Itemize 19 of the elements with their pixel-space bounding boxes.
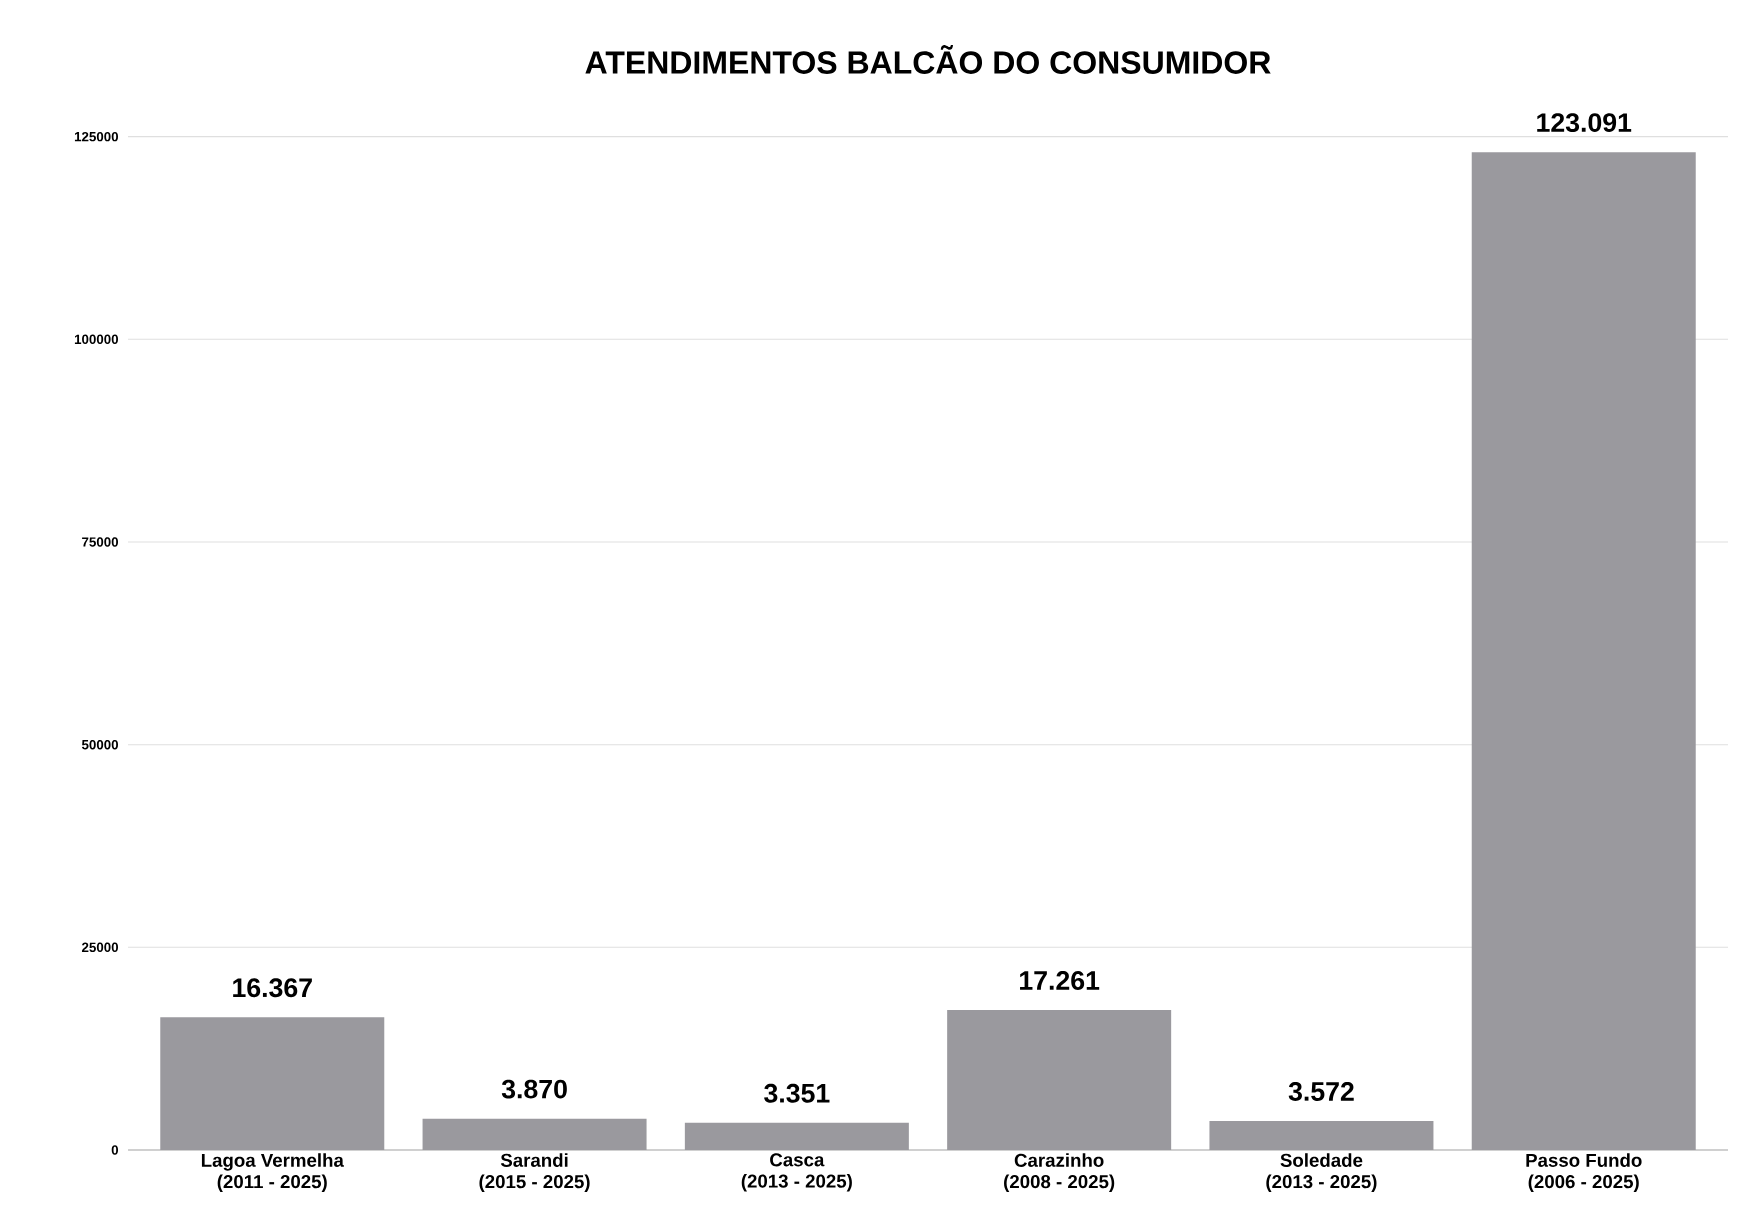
data-label: 16.367 [233,978,312,998]
bar [1209,1121,1434,1150]
bar [1471,152,1696,1150]
data-label: 3.572 [1288,1082,1354,1101]
data-label: 3.870 [501,1079,567,1099]
chart-title: ATENDIMENTOS BALCÃO DO CONSUMIDOR [585,45,1271,74]
data-label: 3.351 [764,1083,830,1103]
data-label: 123.091 [1537,113,1632,133]
x-tick-label: Passo Fundo (2006 - 2025) [1526,1153,1642,1192]
x-tick-label: Lagoa Vermelha (2011 - 2025) [201,1153,344,1192]
x-tick-label: Sarandi (2015 - 2025) [479,1153,590,1192]
bar [684,1122,909,1150]
data-label: 17.261 [1020,971,1100,990]
bar [160,1017,385,1150]
x-tick-label: Casca (2013 - 2025) [741,1153,852,1192]
bar [422,1118,647,1150]
bar [947,1010,1172,1150]
x-tick-label: Carazinho (2008 - 2025) [1004,1153,1115,1192]
x-tick-label: Soledade (2013 - 2025) [1266,1153,1377,1192]
